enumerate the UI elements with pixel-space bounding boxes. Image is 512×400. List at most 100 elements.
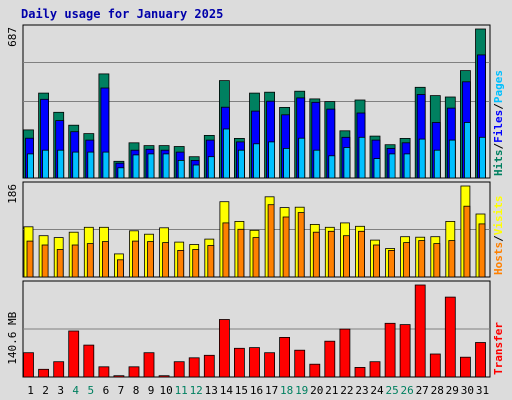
bar-pages-day-20 [313, 149, 321, 179]
bar-hosts-day-2 [41, 244, 49, 278]
bar-hosts-day-26 [403, 242, 411, 278]
bar-transfer-day-13 [203, 354, 215, 378]
x-tick-label-day-29: 29 [446, 384, 459, 397]
bar-pages-day-3 [57, 149, 65, 179]
bar-hosts-day-22 [342, 235, 350, 278]
x-tick-label-day-27: 27 [416, 384, 429, 397]
bar-transfer-day-10 [158, 375, 170, 378]
bar-hosts-day-21 [327, 230, 335, 278]
x-tick-label-day-7: 7 [118, 384, 125, 397]
bar-hosts-day-28 [433, 243, 441, 278]
bar-hosts-day-10 [162, 242, 170, 278]
bar-hosts-day-9 [147, 241, 154, 278]
x-tick-label-day-28: 28 [431, 384, 444, 397]
bar-transfer-day-24 [369, 361, 381, 378]
bar-transfer-day-19 [294, 349, 306, 378]
x-tick-label-day-8: 8 [133, 384, 140, 397]
bar-transfer-day-2 [38, 368, 49, 378]
chart-title: Daily usage for January 2025 [21, 7, 223, 21]
x-tick-label-day-2: 2 [42, 384, 49, 397]
legend-item: Pages [492, 70, 505, 103]
bar-pages-day-1 [27, 153, 34, 179]
bar-pages-day-18 [283, 147, 291, 179]
bar-hosts-day-7 [117, 259, 124, 278]
legend-item: / [492, 103, 505, 110]
bar-pages-day-14 [222, 128, 230, 179]
bar-pages-day-10 [162, 153, 170, 179]
bar-transfer-day-11 [173, 361, 185, 378]
x-tick-label-day-6: 6 [103, 384, 110, 397]
bar-transfer-day-21 [324, 340, 336, 378]
bar-hosts-day-5 [86, 243, 94, 278]
legend-item: / [492, 143, 505, 150]
bar-transfer-day-17 [264, 352, 276, 378]
bar-hosts-day-24 [373, 244, 380, 278]
bar-transfer-day-30 [459, 356, 471, 378]
bar-pages-day-11 [177, 159, 185, 179]
legend-item: Files [492, 110, 505, 143]
x-tick-label-day-19: 19 [295, 384, 308, 397]
bar-transfer-day-8 [128, 366, 140, 378]
bar-hosts-day-17 [267, 204, 275, 278]
bar-hosts-day-31 [478, 223, 486, 278]
bar-pages-day-25 [388, 153, 396, 179]
bar-pages-day-29 [448, 139, 456, 179]
bar-hosts-day-15 [237, 228, 245, 278]
bar-hosts-day-30 [463, 205, 471, 278]
bar-pages-day-13 [207, 156, 215, 179]
bar-hosts-day-16 [252, 237, 260, 278]
bar-pages-day-30 [463, 122, 471, 179]
bar-pages-day-26 [403, 153, 411, 179]
bar-hosts-day-3 [56, 249, 64, 278]
bar-pages-day-12 [192, 164, 200, 179]
bar-pages-day-4 [72, 151, 80, 179]
legend-item: Transfer [492, 322, 505, 375]
legend: Hosts/Visits [492, 196, 505, 276]
x-tick-label-day-20: 20 [310, 384, 323, 397]
bar-transfer-day-16 [249, 347, 260, 378]
axis-max-label: 140.6 MB [6, 311, 19, 364]
bar-hosts-day-23 [358, 230, 365, 278]
bar-transfer-day-20 [309, 363, 321, 378]
legend-item: Hosts [492, 242, 505, 275]
x-tick-label-day-21: 21 [325, 384, 338, 397]
x-tick-label-day-25: 25 [385, 384, 398, 397]
bar-hosts-day-1 [26, 240, 34, 278]
bar-pages-day-31 [479, 136, 486, 179]
x-tick-label-day-16: 16 [250, 384, 263, 397]
legend-item: Hits [492, 150, 505, 177]
x-tick-label-day-10: 10 [159, 384, 172, 397]
bar-pages-day-15 [237, 149, 245, 179]
bar-transfer-day-14 [218, 319, 230, 378]
x-tick-label-day-11: 11 [175, 384, 188, 397]
x-tick-label-day-30: 30 [461, 384, 474, 397]
bar-hosts-day-6 [102, 241, 109, 278]
bar-pages-day-17 [268, 141, 276, 179]
legend: Hits/Files/Pages [492, 70, 505, 176]
bar-pages-day-5 [87, 151, 95, 179]
bar-transfer-day-29 [444, 296, 456, 378]
bar-hosts-day-25 [388, 249, 396, 278]
bar-hosts-day-13 [207, 245, 215, 278]
x-tick-label-day-17: 17 [265, 384, 278, 397]
bar-pages-day-24 [373, 158, 381, 179]
bar-transfer-day-15 [233, 347, 245, 378]
x-tick-label-day-14: 14 [220, 384, 234, 397]
bar-transfer-day-1 [23, 352, 34, 378]
bar-transfer-day-26 [399, 324, 411, 378]
bar-pages-day-9 [147, 153, 155, 179]
bar-hosts-day-19 [297, 212, 305, 278]
bar-pages-day-21 [328, 155, 336, 179]
bar-hosts-day-4 [71, 244, 79, 278]
bar-hosts-day-8 [132, 240, 139, 278]
axis-max-label: 186 [6, 184, 19, 204]
x-tick-label-day-31: 31 [476, 384, 489, 397]
bar-transfer-day-22 [339, 328, 351, 378]
bar-pages-day-8 [132, 154, 140, 179]
x-tick-label-day-24: 24 [370, 384, 384, 397]
bar-pages-day-2 [42, 149, 49, 179]
x-tick-label-day-9: 9 [148, 384, 155, 397]
x-tick-label-day-15: 15 [235, 384, 248, 397]
bar-hosts-day-27 [418, 240, 426, 278]
